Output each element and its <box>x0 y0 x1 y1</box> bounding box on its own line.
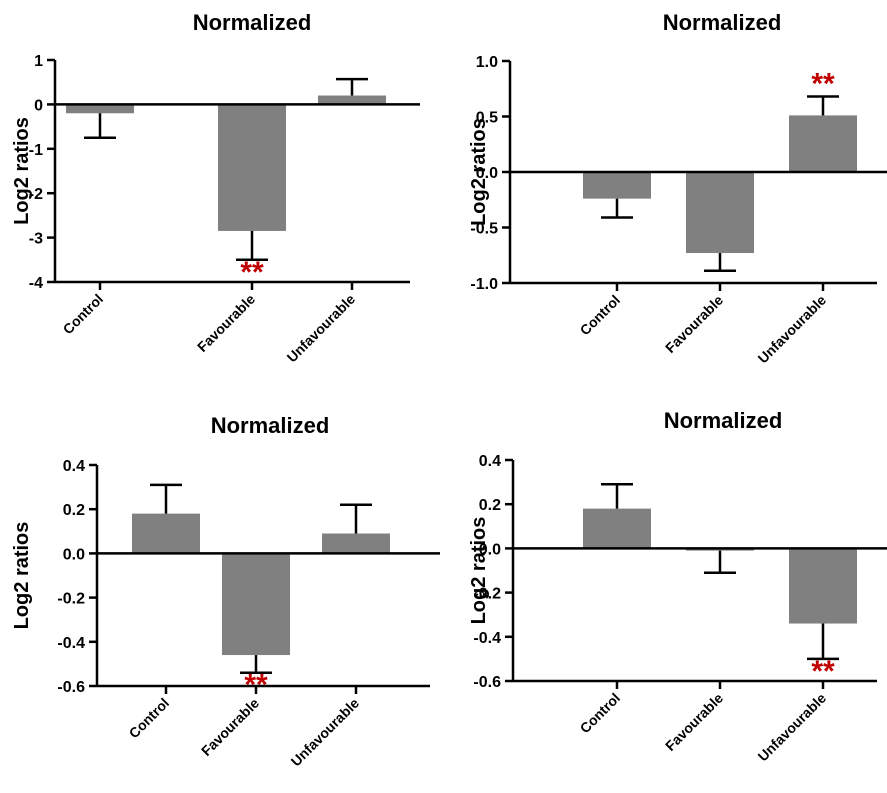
chart-title: Normalized <box>211 413 330 438</box>
chart-panel-2: Normalized Log2 ratios ** 1.0 0.5 0.0 -0.5 -1.0… <box>468 10 887 366</box>
y-tick-label: 0.5 <box>476 110 498 127</box>
error-bar-favourable <box>704 253 736 273</box>
y-tick-label: -0.2 <box>473 586 501 603</box>
error-bar-unfavourable <box>807 623 839 661</box>
x-tick-label-unfavourable: Unfavourable <box>288 695 363 770</box>
y-tick-label: -0.4 <box>57 635 85 652</box>
error-bar-control <box>601 483 633 509</box>
y-tick-label: 0.4 <box>63 458 85 475</box>
bar-favourable <box>686 172 754 254</box>
bar-favourable <box>218 104 286 231</box>
x-tick-label-control: Control <box>577 292 624 339</box>
y-tick-label: -1 <box>29 142 43 159</box>
y-tick-label: -0.6 <box>473 674 501 691</box>
chart-title: Normalized <box>664 408 783 433</box>
bar-unfavourable <box>322 533 390 554</box>
error-bar-favourable <box>240 655 272 674</box>
bar-control <box>583 172 651 199</box>
x-tick-label-favourable: Favourable <box>194 291 258 355</box>
y-tick-label: 0.2 <box>479 497 501 514</box>
x-tick-label-control: Control <box>126 695 173 742</box>
x-tick-label-unfavourable: Unfavourable <box>755 690 830 765</box>
x-tick-label-favourable: Favourable <box>662 292 726 356</box>
y-tick-label: -0.5 <box>470 221 498 238</box>
y-tick-label: -0.4 <box>473 630 501 647</box>
bar-control <box>66 104 134 114</box>
bar-unfavourable <box>318 95 386 105</box>
bar-favourable <box>222 553 290 656</box>
error-bar-favourable <box>236 230 268 262</box>
error-bar-control <box>150 483 182 514</box>
y-axis-label: Log2 ratios <box>11 117 33 225</box>
y-tick-label: 0.0 <box>479 541 501 558</box>
y-tick-label: 0.0 <box>476 165 498 182</box>
bar-control <box>583 508 651 549</box>
significance-marker: ** <box>811 68 835 101</box>
significance-marker: ** <box>240 256 264 289</box>
x-tick-label-control: Control <box>577 690 624 737</box>
y-tick-label: 1 <box>34 53 43 70</box>
y-tick-label: -3 <box>29 231 43 248</box>
significance-marker: ** <box>811 655 835 688</box>
error-bar-control <box>601 198 633 219</box>
y-axis-label: Log2 ratios <box>468 517 490 625</box>
y-axis-label: Log2 ratios <box>11 522 33 630</box>
error-bar-control <box>84 113 116 139</box>
error-bar-favourable <box>704 550 736 574</box>
y-tick-label: -0.6 <box>57 679 85 696</box>
chart-panel-4: Normalized Log2 ratios ** 0.4 0.2 0.0 -0.2 -0.4… <box>468 408 887 764</box>
x-tick-label-favourable: Favourable <box>198 695 262 759</box>
error-bar-unfavourable <box>807 95 839 116</box>
y-tick-label: -1.0 <box>470 276 498 293</box>
chart-title: Normalized <box>663 10 782 35</box>
bar-unfavourable <box>789 548 857 624</box>
y-tick-label: -4 <box>29 275 43 292</box>
x-tick-label-control: Control <box>60 291 107 338</box>
x-tick-label-unfavourable: Unfavourable <box>284 291 359 366</box>
y-tick-label: -0.2 <box>57 591 85 608</box>
y-axis-label: Log2 ratios <box>468 118 490 226</box>
bar-control <box>132 513 200 554</box>
x-tick-label-unfavourable: Unfavourable <box>755 292 830 367</box>
y-tick-label: 0 <box>34 97 43 114</box>
y-tick-label: 0.2 <box>63 502 85 519</box>
bar-unfavourable <box>789 115 857 172</box>
y-tick-label: 1.0 <box>476 54 498 71</box>
y-tick-label: 0.4 <box>479 453 501 470</box>
y-tick-label: -2 <box>29 186 43 203</box>
error-bar-unfavourable <box>336 77 368 96</box>
x-tick-label-favourable: Favourable <box>662 690 726 754</box>
y-tick-label: 0.0 <box>63 546 85 563</box>
chart-title: Normalized <box>193 10 312 35</box>
error-bar-unfavourable <box>340 503 372 534</box>
chart-panel-1: Normalized Log2 ratios ** 1 0 -1 -2 -3 -4 Control… <box>11 10 420 365</box>
